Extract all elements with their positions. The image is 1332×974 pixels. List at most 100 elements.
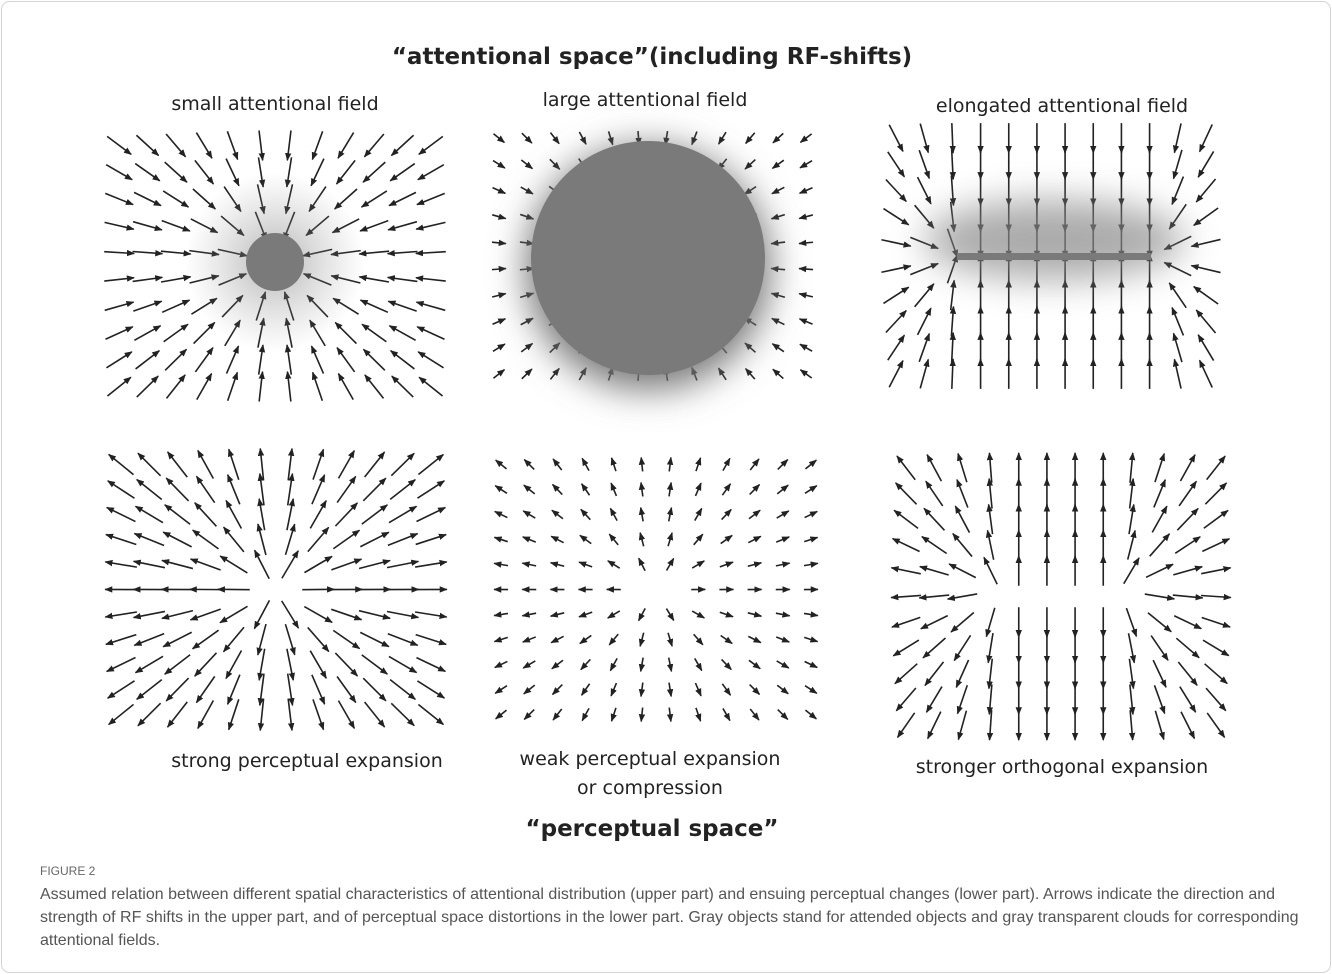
arrow [1174,616,1201,629]
arrow [166,678,188,701]
arrow [338,374,353,400]
arrow [749,510,760,518]
arrow [550,159,560,169]
arrow [1129,633,1135,662]
arrow [951,612,974,632]
arrow [1180,455,1195,481]
arrow [416,222,445,229]
arrow [1180,687,1196,713]
arrow [313,699,324,729]
arrow [881,240,910,246]
arrow [416,302,445,310]
arrow [287,131,291,161]
arrow [523,511,535,518]
arrow [719,132,726,144]
arrow [365,702,385,727]
arrow [1151,636,1168,661]
arrow [1172,308,1183,336]
arrow [220,556,247,573]
arrow [719,368,727,380]
arrow [951,307,953,337]
arrow [695,683,701,696]
arrow [778,460,788,470]
arrow [198,701,214,729]
arrow [772,344,784,352]
arrow [799,269,813,270]
arrow [919,334,929,362]
arrow [492,242,506,243]
arrow [1155,454,1164,483]
arrow [915,284,934,307]
arrow [777,511,789,518]
arrow [720,612,733,617]
arrow [359,277,389,282]
arrow [359,611,390,619]
arrow [495,661,508,667]
arrow [196,133,212,159]
arrow [1175,537,1200,554]
arrow [521,318,533,325]
arrow [1202,617,1230,627]
arrow [521,160,532,169]
arrow [1191,239,1220,246]
arrow [135,656,163,672]
arrow [226,500,241,528]
arrow [312,346,324,374]
arrow [133,222,162,230]
arrow [494,134,505,143]
arrow [667,558,674,570]
arrow [360,632,389,646]
arrow [107,377,130,396]
arrow [1152,506,1167,532]
arrow [523,537,536,542]
attended-object [246,233,304,291]
arrow [804,613,818,615]
arrow [800,370,811,378]
arrow [104,252,134,254]
arrow [551,563,565,567]
arrow [888,335,905,360]
arrow [226,651,242,679]
arrow [951,176,953,206]
arrow [1200,125,1213,152]
arrow [1174,359,1181,388]
arrow [492,215,505,219]
arrow [338,133,354,159]
arrow [748,636,761,642]
arrow [608,561,620,568]
arrow [581,659,591,669]
arrow [745,160,755,169]
arrow [669,683,671,697]
arrow [1155,711,1163,740]
arrow [894,510,918,528]
arrow [136,506,163,522]
arrow [778,710,788,720]
figure-caption: Assumed relation between different spati… [40,883,1302,952]
arrow [1126,608,1136,636]
arrow [493,188,506,194]
arrow [107,136,131,154]
arrow [418,705,443,725]
arrow [1174,150,1182,179]
arrow [164,324,188,341]
arrow [1205,664,1228,684]
arrow [952,123,953,153]
arrow [494,563,508,565]
arrow [915,205,934,228]
arrow [552,510,563,519]
arrow [331,559,361,570]
arrow [337,160,356,184]
arrow [193,630,219,649]
arrow [363,349,384,370]
arrow [520,214,533,219]
arrow [920,124,928,153]
arrow [989,453,991,483]
arrow [495,686,507,694]
panel-label: strong perceptual expansion [171,750,443,772]
arrow [919,150,929,178]
arrow [196,676,214,702]
arrow [800,188,813,193]
arrow [951,280,954,310]
arrow [722,659,732,669]
arrow [666,609,673,621]
